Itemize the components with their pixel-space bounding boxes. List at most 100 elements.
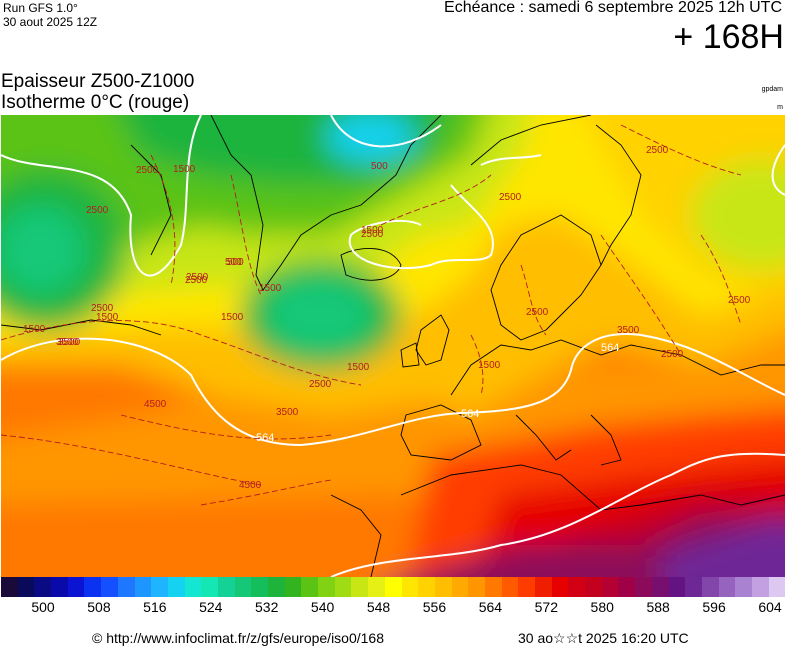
weather-map-svg: 564 564 564 2500 1500 2500 500 1500 500 … [1, 115, 785, 577]
thickness-contours [1, 115, 785, 577]
source-url: © http://www.infoclimat.fr/z/gfs/europe/… [92, 630, 385, 646]
color-swatch [668, 577, 686, 597]
color-scale-tick-label: 500 [31, 599, 55, 615]
color-swatch [585, 577, 602, 597]
freezing-level-label: 1500 [478, 360, 501, 371]
color-swatch [518, 577, 535, 597]
color-scale-tick-label: 564 [478, 599, 503, 615]
color-swatch [284, 577, 302, 597]
color-swatch [651, 577, 669, 597]
freezing-level-label: 4500 [239, 480, 262, 491]
color-swatch [1, 577, 18, 597]
thickness-label: 564 [256, 432, 274, 444]
freezing-level-label: 2500 [499, 192, 522, 203]
color-swatch [217, 577, 235, 597]
freezing-level-label: 500 [371, 161, 388, 172]
freezing-level-label: 2500 [186, 272, 209, 283]
color-scale-tick-label: 580 [590, 599, 614, 615]
color-scale-tick-label: 524 [199, 599, 223, 615]
map-title-thickness: Epaisseur Z500-Z1000 [1, 71, 195, 92]
color-swatch [418, 577, 435, 597]
freezing-level-label: 2500 [728, 295, 751, 306]
color-swatch [151, 577, 168, 597]
color-scale-tick-label: 572 [534, 599, 558, 615]
freezing-level-label: 2500 [91, 303, 114, 314]
unit-gpdam: gpdam [761, 86, 783, 93]
freezing-level-label: 1500 [23, 324, 46, 335]
color-swatch [251, 577, 268, 597]
color-swatch [318, 577, 335, 597]
color-swatch [334, 577, 352, 597]
color-scale-bar [1, 577, 786, 597]
freezing-level-label: 2500 [646, 145, 669, 156]
weather-map: 564 564 564 2500 1500 2500 500 1500 500 … [1, 115, 785, 577]
color-swatch [117, 577, 135, 597]
freezing-level-label: 3500 [617, 325, 640, 336]
freezing-level-label: 2500 [185, 275, 208, 286]
freezing-level-label: 1500 [347, 362, 370, 373]
color-swatch [568, 577, 586, 597]
color-scale-tick-label: 548 [366, 599, 391, 615]
color-swatch [718, 577, 736, 597]
color-swatch [184, 577, 202, 597]
color-swatch [384, 577, 402, 597]
freezing-level-label: 2500 [526, 307, 549, 318]
color-swatch [17, 577, 35, 597]
thickness-label: 564 [601, 342, 619, 354]
color-swatch [51, 577, 68, 597]
freezing-level-label: 500 [227, 257, 244, 268]
color-swatch [134, 577, 152, 597]
freezing-level-label: 3500 [56, 337, 79, 348]
color-swatch [167, 577, 185, 597]
color-swatch [601, 577, 619, 597]
valid-time: Echéance : samedi 6 septembre 2025 12h U… [444, 0, 782, 16]
run-init-time: 30 aout 2025 12Z [3, 15, 98, 29]
freezing-level-label: 2500 [661, 349, 684, 360]
freezing-level-label: 1500 [221, 312, 244, 323]
color-swatch [535, 577, 552, 597]
thickness-field [1, 115, 785, 577]
freezing-level-label: 3500 [276, 407, 299, 418]
color-swatch [268, 577, 285, 597]
generation-time: 30 ao☆☆t 2025 16:20 UTC [518, 630, 689, 646]
color-swatch [468, 577, 485, 597]
color-swatch [551, 577, 569, 597]
color-swatch [368, 577, 385, 597]
freezing-level-label: 1500 [96, 312, 119, 323]
color-swatch [34, 577, 52, 597]
freezing-level-label: 2500 [86, 205, 109, 216]
color-swatch [618, 577, 636, 597]
color-swatch [735, 577, 752, 597]
color-swatch [484, 577, 502, 597]
color-scale-tick-label: 556 [422, 599, 447, 615]
lead-time: + 168H [673, 18, 784, 56]
color-scale-tick-label: 516 [143, 599, 167, 615]
color-swatch [351, 577, 369, 597]
color-swatch [301, 577, 319, 597]
model-run-label: Run GFS 1.0° [3, 1, 78, 15]
color-swatch [101, 577, 118, 597]
color-swatch [84, 577, 102, 597]
color-swatch [201, 577, 218, 597]
freezing-level-label: 1500 [259, 283, 282, 294]
freezing-level-label: 4500 [144, 399, 167, 410]
freezing-level-label: 2500 [136, 165, 159, 176]
freezing-level-label: 1500 [173, 164, 196, 175]
freezing-level-label: 2500 [361, 229, 384, 240]
color-scale-tick-label: 532 [255, 599, 279, 615]
freezing-level-contours [1, 124, 742, 506]
color-swatch [635, 577, 652, 597]
color-swatch [451, 577, 469, 597]
freezing-level-label: 500 [225, 257, 242, 268]
color-scale-tick-label: 508 [87, 599, 111, 615]
color-swatch [401, 577, 419, 597]
freezing-level-label: 3500 [58, 337, 81, 348]
contour-labels: 564 564 564 2500 1500 2500 500 1500 500 … [23, 145, 751, 491]
color-scale-tick-label: 596 [702, 599, 726, 615]
map-title-isotherm: Isotherme 0°C (rouge) [1, 92, 190, 113]
color-swatch [434, 577, 452, 597]
color-swatch [768, 577, 786, 597]
thickness-label: 564 [461, 408, 479, 420]
freezing-level-label: 1500 [361, 225, 384, 236]
color-swatch [701, 577, 719, 597]
